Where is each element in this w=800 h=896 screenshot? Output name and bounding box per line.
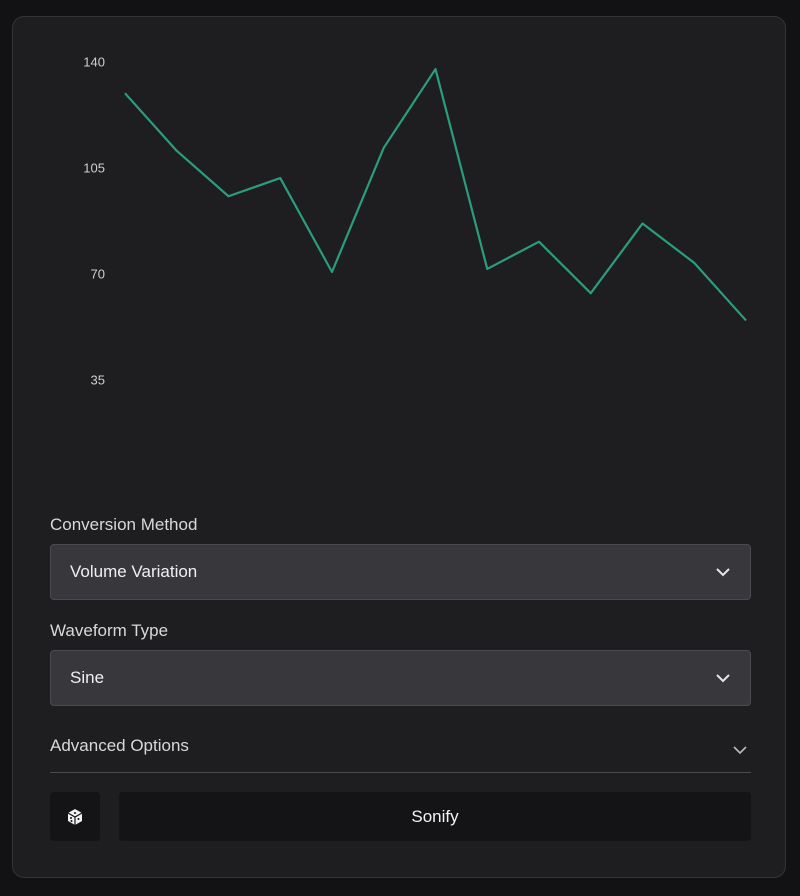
chevron: [716, 568, 730, 577]
advanced-toggle[interactable]: Advanced Options: [50, 736, 751, 773]
sonify-button[interactable]: Sonify: [119, 792, 751, 841]
random-button[interactable]: [50, 792, 100, 841]
field-label: Waveform Type: [50, 621, 169, 640]
chevron: [733, 746, 747, 755]
line-series: [124, 67, 747, 322]
dice-icon: [67, 808, 83, 825]
advanced-label: Advanced Options: [50, 736, 189, 755]
chevron: [716, 674, 730, 683]
select-value: Sine: [70, 668, 105, 687]
field-label: Conversion Method: [50, 515, 198, 534]
y-tick-label: 70: [91, 266, 105, 281]
button-label: Sonify: [411, 806, 459, 826]
chart: 35 70 105 140: [83, 54, 747, 387]
y-tick-label: 35: [91, 372, 105, 387]
select-value: Volume Variation: [70, 562, 198, 581]
y-tick-label: 105: [83, 160, 105, 175]
conversion-select[interactable]: Volume Variation: [50, 544, 751, 600]
y-tick-label: 140: [83, 54, 105, 69]
waveform-select[interactable]: Sine: [50, 650, 751, 706]
panel: [12, 16, 786, 878]
